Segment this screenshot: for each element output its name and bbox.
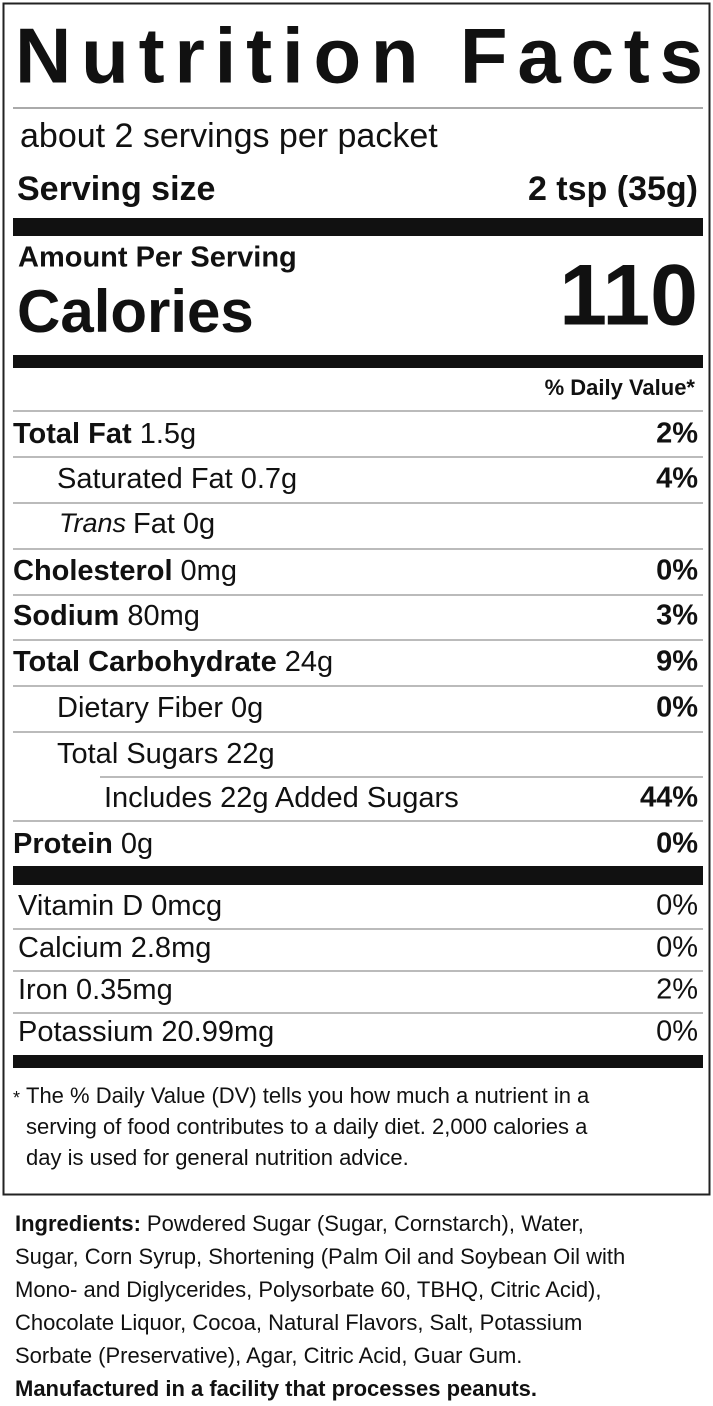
thick-rule xyxy=(13,355,703,368)
amount-per-serving: Amount Per Serving xyxy=(18,242,297,274)
vitamin-amount: 0mcg xyxy=(151,890,222,922)
nutrient-name: Total Sugars xyxy=(57,738,218,770)
nutrient-amount: 1.5g xyxy=(140,418,196,450)
vitamin-name: Calcium xyxy=(18,932,123,964)
nutrient-row: Total Carbohydrate 24g xyxy=(13,646,333,678)
vitamin-name: Vitamin D xyxy=(18,890,143,922)
nutrient-dv: 9% xyxy=(656,646,698,678)
footnote-line: day is used for general nutrition advice… xyxy=(26,1145,409,1170)
footnote-line: serving of food contributes to a daily d… xyxy=(26,1114,588,1139)
vitamin-row: Calcium 2.8mg xyxy=(18,932,211,964)
nutrient-row: Protein 0g xyxy=(13,828,153,860)
nutrient-row: Cholesterol 0mg xyxy=(13,555,237,587)
nutrient-name: Total Carbohydrate xyxy=(13,646,277,678)
footnote-line: The % Daily Value (DV) tells you how muc… xyxy=(26,1083,590,1108)
nutrient-dv: 3% xyxy=(656,600,698,632)
serving-size-value: 2 tsp (35g) xyxy=(528,170,698,208)
nutrient-dv: 4% xyxy=(656,463,698,495)
thick-rule xyxy=(13,866,703,885)
nutrient-dv: 0% xyxy=(656,828,698,860)
nutrient-name: Protein xyxy=(13,828,113,860)
nutrient-name: Cholesterol xyxy=(13,555,173,587)
calories-value: 110 xyxy=(559,248,698,344)
vitamin-row: Vitamin D 0mcg xyxy=(18,890,222,922)
vitamin-row: Potassium 20.99mg xyxy=(18,1016,274,1048)
allergen-statement: Manufactured in a facility that processe… xyxy=(15,1376,537,1401)
nutrient-row: Includes 22g Added Sugars xyxy=(104,782,459,814)
ingredients-line: Mono- and Diglycerides, Polysorbate 60, … xyxy=(15,1277,602,1302)
vitamin-name: Potassium xyxy=(18,1016,153,1048)
nutrient-name-italic: Trans xyxy=(59,508,126,538)
nutrient-name: Sodium xyxy=(13,600,119,632)
nutrient-name: Dietary Fiber xyxy=(57,692,223,724)
serving-size-label: Serving size xyxy=(17,170,215,208)
nutrient-row: Trans Fat 0g xyxy=(59,508,215,540)
nutrient-amount: 0g xyxy=(231,692,263,724)
nutrient-amount: 0.7g xyxy=(241,463,297,495)
ingredients-line: Chocolate Liquor, Cocoa, Natural Flavors… xyxy=(15,1310,582,1335)
nutrient-amount: 0mg xyxy=(181,555,237,587)
vitamin-dv: 2% xyxy=(656,974,698,1006)
calories-label: Calories xyxy=(17,278,254,345)
nutrient-dv: 2% xyxy=(656,418,698,450)
nutrient-dv: 44% xyxy=(640,782,698,814)
ingredients-line: Ingredients: Powdered Sugar (Sugar, Corns… xyxy=(15,1211,584,1236)
vitamin-dv: 0% xyxy=(656,1016,698,1048)
thick-rule xyxy=(13,1055,703,1068)
nutrient-name: Fat xyxy=(133,508,175,540)
nutrient-row: Dietary Fiber 0g xyxy=(57,692,263,724)
vitamin-name: Iron xyxy=(18,974,68,1006)
nutrient-amount: 0g xyxy=(183,508,215,540)
nutrient-name: Includes 22g Added Sugars xyxy=(104,782,459,814)
nutrient-amount: 24g xyxy=(285,646,333,678)
daily-value-header: % Daily Value* xyxy=(545,375,696,400)
ingredients-line: Sugar, Corn Syrup, Shortening (Palm Oil … xyxy=(15,1244,625,1269)
vitamin-dv: 0% xyxy=(656,932,698,964)
nutrient-amount: 0g xyxy=(121,828,153,860)
nutrient-row: Total Fat 1.5g xyxy=(13,418,196,450)
nutrient-row: Saturated Fat 0.7g xyxy=(57,463,297,495)
nutrient-row: Total Sugars 22g xyxy=(57,738,275,770)
vitamin-amount: 20.99mg xyxy=(161,1016,274,1048)
nutrient-amount: 22g xyxy=(226,738,274,770)
ingredients-line: Sorbate (Preservative), Agar, Citric Aci… xyxy=(15,1343,522,1368)
vitamin-dv: 0% xyxy=(656,890,698,922)
nutrient-row: Sodium 80mg xyxy=(13,600,200,632)
vitamin-row: Iron 0.35mg xyxy=(18,974,173,1006)
nutrient-dv: 0% xyxy=(656,692,698,724)
thick-rule xyxy=(13,218,703,236)
ingredients-label: Ingredients: xyxy=(15,1211,141,1236)
footnote-mark: * xyxy=(13,1088,20,1108)
vitamin-amount: 2.8mg xyxy=(131,932,212,964)
vitamin-amount: 0.35mg xyxy=(76,974,173,1006)
nutrient-name: Total Fat xyxy=(13,418,132,450)
nutrient-dv: 0% xyxy=(656,555,698,587)
title: Nutrition Facts xyxy=(15,12,703,100)
nutrient-name: Saturated Fat xyxy=(57,463,233,495)
nutrient-amount: 80mg xyxy=(127,600,200,632)
servings: about 2 servings per packet xyxy=(20,117,438,155)
label-border xyxy=(2,2,711,1196)
ingredients-text: Powdered Sugar (Sugar, Cornstarch), Wate… xyxy=(147,1211,584,1236)
